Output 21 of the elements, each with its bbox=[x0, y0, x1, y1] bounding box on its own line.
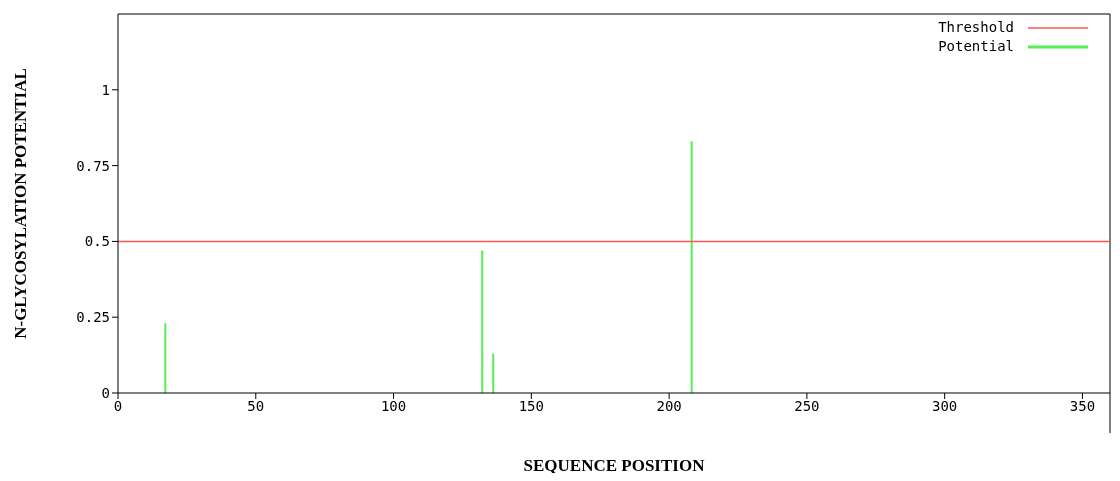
bar bbox=[481, 250, 484, 393]
y-tick-label: 0.75 bbox=[76, 157, 110, 174]
bar bbox=[164, 323, 167, 393]
y-axis-title: N-GLYCOSYLATION POTENTIAL bbox=[11, 68, 31, 339]
x-tick-label: 300 bbox=[932, 397, 958, 414]
x-tick-label: 350 bbox=[1069, 397, 1096, 414]
legend-label: Threshold bbox=[938, 18, 1014, 37]
y-tick-label: 0 bbox=[101, 384, 110, 401]
y-tick-label: 0.5 bbox=[84, 233, 110, 250]
y-tick-label: 1 bbox=[101, 81, 110, 98]
bar bbox=[690, 141, 693, 393]
y-tick-label: 0.25 bbox=[76, 309, 110, 326]
x-tick-label: 150 bbox=[518, 397, 544, 414]
x-tick-label: 250 bbox=[794, 397, 820, 414]
x-tick-label: 200 bbox=[656, 397, 682, 414]
x-axis-title: SEQUENCE POSITION bbox=[523, 456, 706, 475]
x-tick-label: 50 bbox=[247, 397, 265, 414]
x-tick-label: 100 bbox=[380, 397, 407, 414]
legend-label: Potential bbox=[938, 37, 1014, 56]
x-tick-label: 0 bbox=[113, 397, 123, 414]
bar bbox=[492, 353, 495, 393]
